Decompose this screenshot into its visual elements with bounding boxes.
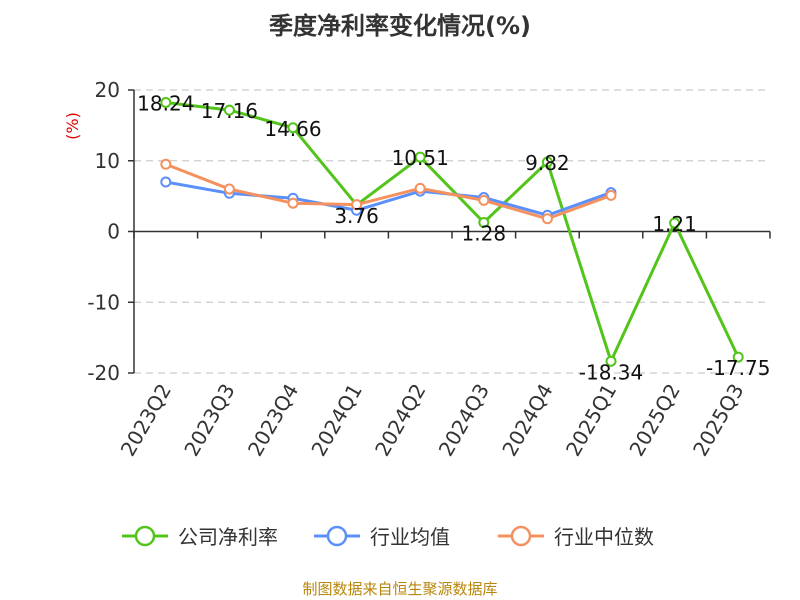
series-point-0 bbox=[160, 96, 172, 108]
data-label: 18.24 bbox=[137, 91, 194, 115]
data-label: -18.34 bbox=[579, 360, 643, 384]
series-point-1 bbox=[160, 176, 172, 188]
legend-label: 公司净利率 bbox=[178, 525, 278, 549]
x-tick-label: 2024Q3 bbox=[434, 380, 494, 461]
legend-label: 行业中位数 bbox=[554, 525, 654, 549]
series-point-0 bbox=[732, 351, 744, 363]
series-point-2 bbox=[541, 213, 553, 225]
data-label: -17.75 bbox=[706, 356, 770, 380]
data-label: 14.66 bbox=[264, 117, 321, 141]
x-tick-labels: 2023Q2 2023Q3 2023Q4 2024Q1 2024Q2 2024Q3 2024… bbox=[116, 380, 749, 461]
legend-marker bbox=[134, 525, 156, 547]
series-point-0 bbox=[605, 355, 617, 367]
series-point-2 bbox=[414, 182, 426, 194]
data-label: 3.76 bbox=[334, 204, 379, 228]
y-tick-label: -10 bbox=[87, 290, 120, 314]
series-line-0 bbox=[165, 100, 740, 363]
series-point-0 bbox=[478, 216, 490, 228]
x-tick-label: 2023Q4 bbox=[243, 380, 303, 461]
series-group bbox=[160, 96, 744, 367]
data-label: 1.21 bbox=[652, 212, 697, 236]
x-tick-label: 2024Q2 bbox=[370, 380, 430, 461]
legend-marker bbox=[510, 525, 532, 547]
legend-marker bbox=[326, 525, 348, 547]
y-tick-label: -20 bbox=[87, 361, 120, 385]
x-tick-label: 2025Q3 bbox=[688, 380, 748, 461]
y-axis-unit: (%) bbox=[63, 112, 82, 140]
x-tick-label: 2024Q4 bbox=[497, 380, 557, 461]
data-label: 17.16 bbox=[201, 99, 258, 123]
x-tick-label: 2023Q3 bbox=[179, 380, 239, 461]
axes bbox=[128, 89, 771, 374]
grid-lines bbox=[134, 89, 770, 374]
series-line-2 bbox=[165, 162, 612, 221]
data-label: 10.51 bbox=[392, 146, 449, 170]
x-tick-label: 2025Q1 bbox=[561, 380, 621, 461]
source-note: 制图数据来自恒生聚源数据库 bbox=[302, 580, 497, 598]
y-tick-labels: 20 10 0 -10 -20 bbox=[87, 78, 120, 385]
data-label: 9.82 bbox=[525, 151, 570, 175]
data-label: 1.28 bbox=[462, 221, 507, 245]
series-point-0 bbox=[541, 156, 553, 168]
legend: 公司净利率 行业均值 行业中位数 bbox=[122, 525, 654, 549]
series-point-2 bbox=[478, 194, 490, 206]
series-point-0 bbox=[669, 217, 681, 229]
series-point-0 bbox=[223, 104, 235, 116]
series-point-2 bbox=[605, 189, 617, 201]
series-line-1 bbox=[165, 180, 612, 217]
series-point-0 bbox=[414, 151, 426, 163]
x-tick-label: 2023Q2 bbox=[116, 380, 176, 461]
x-tick-label: 2024Q1 bbox=[306, 380, 366, 461]
series-point-2 bbox=[160, 158, 172, 170]
chart-title: 季度净利率变化情况(%) bbox=[269, 12, 531, 40]
series-point-0 bbox=[287, 122, 299, 134]
series-point-2 bbox=[287, 197, 299, 209]
y-tick-label: 0 bbox=[107, 220, 120, 244]
y-tick-label: 10 bbox=[95, 149, 120, 173]
legend-label: 行业均值 bbox=[370, 525, 450, 549]
x-tick-label: 2025Q2 bbox=[624, 380, 684, 461]
series-point-2 bbox=[223, 183, 235, 195]
y-tick-label: 20 bbox=[95, 78, 120, 102]
series-point-2 bbox=[351, 199, 363, 211]
